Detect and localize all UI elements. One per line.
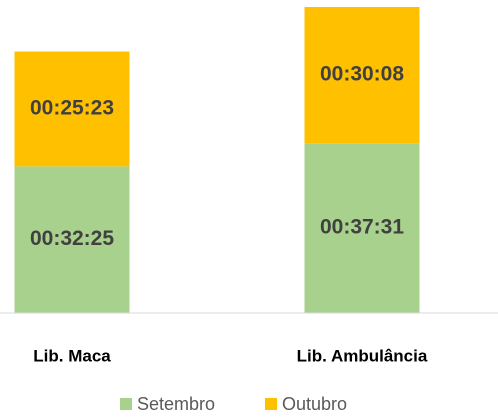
bar-segment (14, 166, 130, 313)
data-label: 00:25:23 (30, 97, 114, 120)
data-label: 00:32:25 (30, 227, 114, 250)
legend-label: Outubro (282, 394, 347, 414)
bar-segment (304, 143, 420, 313)
x-tick-label: Lib. Maca (33, 346, 111, 365)
legend-label: Setembro (137, 394, 215, 414)
bar-segment (304, 7, 420, 144)
data-label: 00:37:31 (320, 216, 404, 239)
bar-segment (14, 51, 130, 167)
legend-swatch (120, 398, 132, 410)
legend-swatch (265, 398, 277, 410)
data-label: 00:30:08 (320, 63, 404, 86)
x-tick-label: Lib. Ambulância (297, 346, 428, 365)
